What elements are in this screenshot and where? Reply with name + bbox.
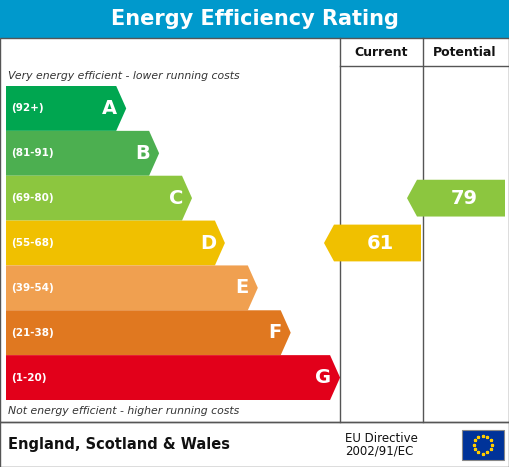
Text: Not energy efficient - higher running costs: Not energy efficient - higher running co… xyxy=(8,406,239,416)
Polygon shape xyxy=(6,176,192,220)
Polygon shape xyxy=(407,180,505,217)
Text: E: E xyxy=(236,278,249,297)
Text: 79: 79 xyxy=(450,189,477,208)
Text: (69-80): (69-80) xyxy=(11,193,53,203)
Bar xyxy=(0,0,509,38)
Text: D: D xyxy=(200,234,216,253)
Text: (92+): (92+) xyxy=(11,103,44,113)
Text: (55-68): (55-68) xyxy=(11,238,54,248)
Bar xyxy=(0,422,509,467)
Text: C: C xyxy=(168,189,183,208)
Text: (81-91): (81-91) xyxy=(11,149,53,158)
Text: B: B xyxy=(135,144,150,163)
Polygon shape xyxy=(6,355,340,400)
Text: Current: Current xyxy=(355,45,408,58)
Text: F: F xyxy=(268,323,281,342)
Text: Potential: Potential xyxy=(433,45,497,58)
Text: A: A xyxy=(102,99,117,118)
Polygon shape xyxy=(324,225,421,262)
Text: England, Scotland & Wales: England, Scotland & Wales xyxy=(8,437,230,452)
Text: Energy Efficiency Rating: Energy Efficiency Rating xyxy=(110,9,399,29)
Text: EU Directive: EU Directive xyxy=(345,432,418,445)
Bar xyxy=(0,38,509,422)
Text: 2002/91/EC: 2002/91/EC xyxy=(345,445,413,458)
Text: G: G xyxy=(315,368,331,387)
Text: (21-38): (21-38) xyxy=(11,328,54,338)
Text: 61: 61 xyxy=(367,234,394,253)
Polygon shape xyxy=(6,220,225,265)
Polygon shape xyxy=(6,310,291,355)
Bar xyxy=(462,430,504,460)
Text: (39-54): (39-54) xyxy=(11,283,54,293)
Text: Very energy efficient - lower running costs: Very energy efficient - lower running co… xyxy=(8,71,240,81)
Polygon shape xyxy=(6,265,258,310)
Text: (1-20): (1-20) xyxy=(11,373,46,382)
Polygon shape xyxy=(6,86,126,131)
Polygon shape xyxy=(6,131,159,176)
